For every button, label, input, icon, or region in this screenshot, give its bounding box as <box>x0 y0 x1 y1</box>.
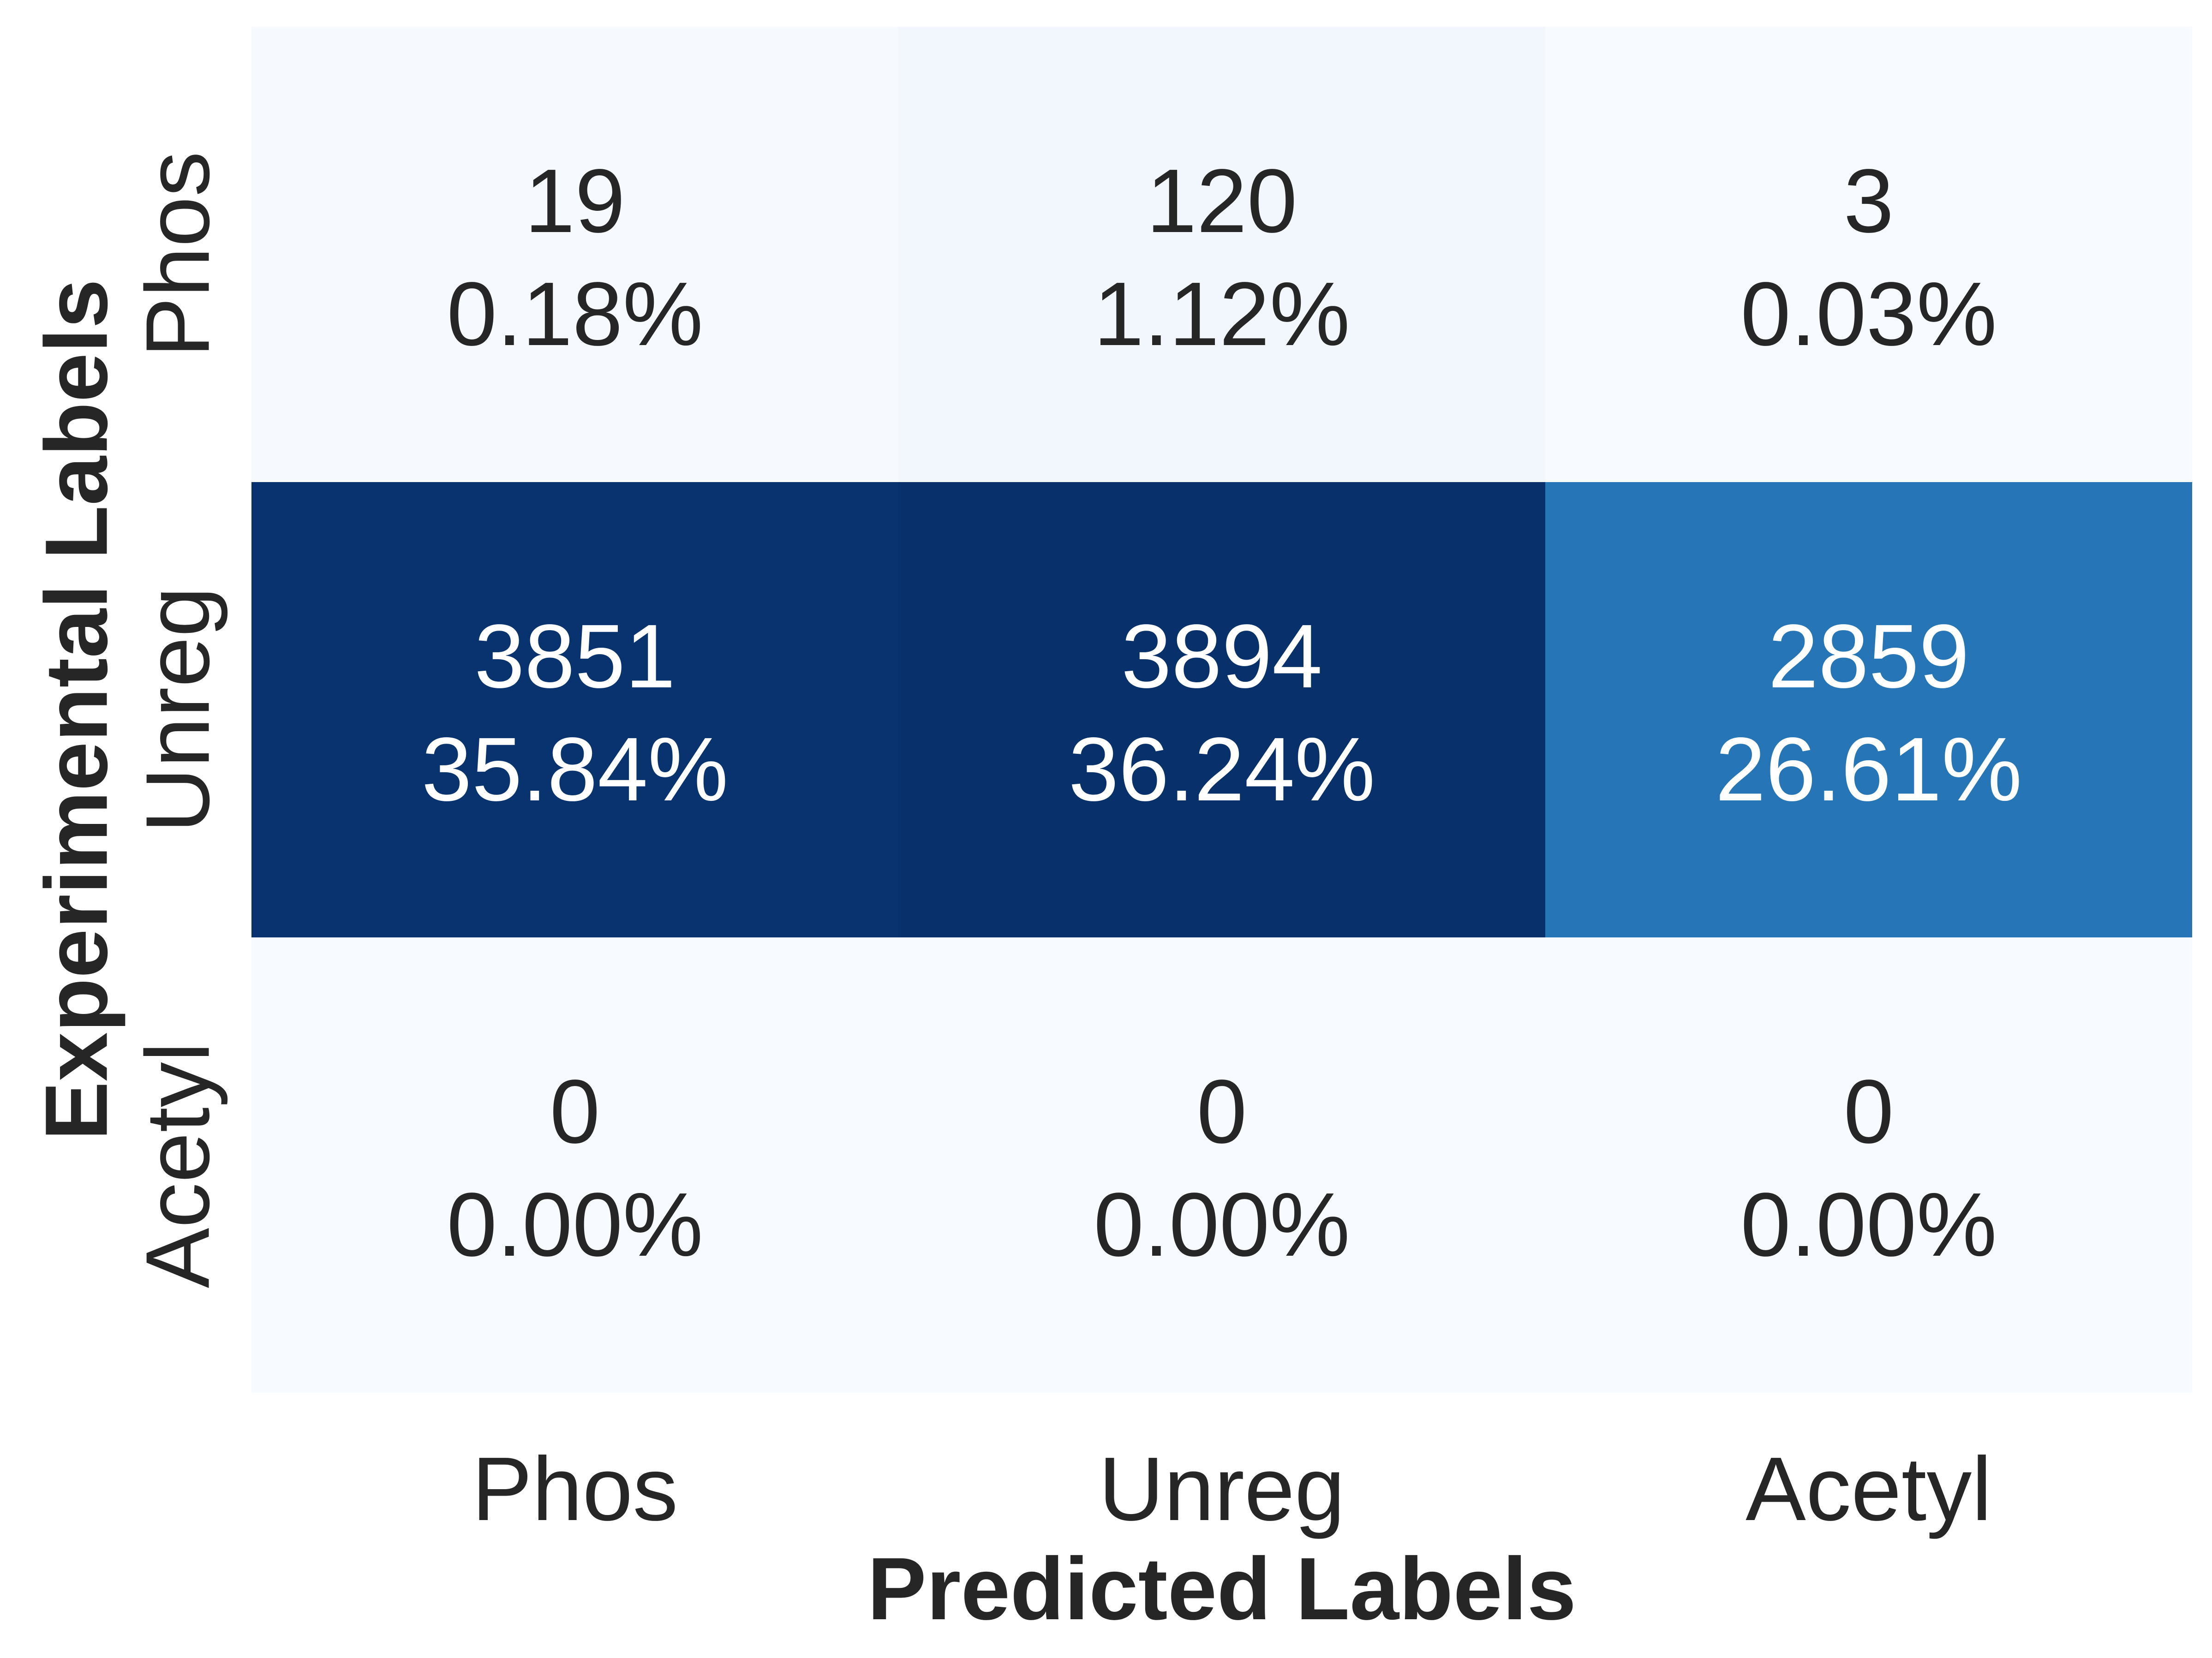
x-axis-title: Predicted Labels <box>867 1539 1577 1638</box>
heatmap-cell-phos-phos <box>251 27 898 482</box>
cell-percentage-label: 1.12% <box>1094 263 1350 364</box>
x-tick-labels: Phos Unreg Acetyl <box>472 1438 1992 1539</box>
cell-percentage-label: 0.00% <box>1094 1174 1350 1275</box>
heatmap-cells <box>251 27 2192 1393</box>
cell-percentage-label: 0.00% <box>1740 1174 1997 1275</box>
heatmap-cell-unreg-acetyl <box>1545 482 2192 937</box>
heatmap-cell-acetyl-phos <box>251 937 898 1393</box>
heatmap-cell-unreg-unreg <box>898 482 1545 937</box>
cell-percentage-label: 0.03% <box>1740 263 1997 364</box>
cell-count-label: 19 <box>525 150 625 251</box>
cell-count-label: 0 <box>1196 1061 1247 1162</box>
cell-percentage-label: 0.00% <box>447 1174 703 1275</box>
cell-count-label: 3851 <box>474 606 676 707</box>
y-tick-label-phos: Phos <box>127 151 228 358</box>
x-tick-label-phos: Phos <box>472 1438 678 1539</box>
heatmap-cell-phos-unreg <box>898 27 1545 482</box>
cell-count-label: 3 <box>1843 150 1894 251</box>
x-tick-label-unreg: Unreg <box>1099 1438 1345 1539</box>
x-tick-label-acetyl: Acetyl <box>1746 1438 1992 1539</box>
cell-count-label: 3894 <box>1121 606 1322 707</box>
heatmap-cell-acetyl-unreg <box>898 937 1545 1393</box>
cell-count-label: 120 <box>1146 150 1297 251</box>
cell-percentage-label: 0.18% <box>447 263 703 364</box>
heatmap-cell-phos-acetyl <box>1545 27 2192 482</box>
y-axis-title: Experimental Labels <box>27 279 126 1140</box>
cell-count-label: 0 <box>550 1061 600 1162</box>
y-tick-label-acetyl: Acetyl <box>127 1042 228 1288</box>
cell-count-label: 2859 <box>1768 606 1969 707</box>
y-tick-labels: Phos Unreg Acetyl <box>127 151 228 1288</box>
y-tick-label-unreg: Unreg <box>127 587 228 833</box>
cell-percentage-label: 35.84% <box>422 719 729 820</box>
heatmap-annotations: 19 0.18% 120 1.12% 3 0.03% 3851 35.84% 3894 36.24… <box>422 150 2022 1275</box>
heatmap-cell-acetyl-acetyl <box>1545 937 2192 1393</box>
heatmap-cell-unreg-phos <box>251 482 898 937</box>
cell-percentage-label: 26.61% <box>1716 719 2022 820</box>
cell-count-label: 0 <box>1843 1061 1894 1162</box>
cell-percentage-label: 36.24% <box>1069 719 1375 820</box>
